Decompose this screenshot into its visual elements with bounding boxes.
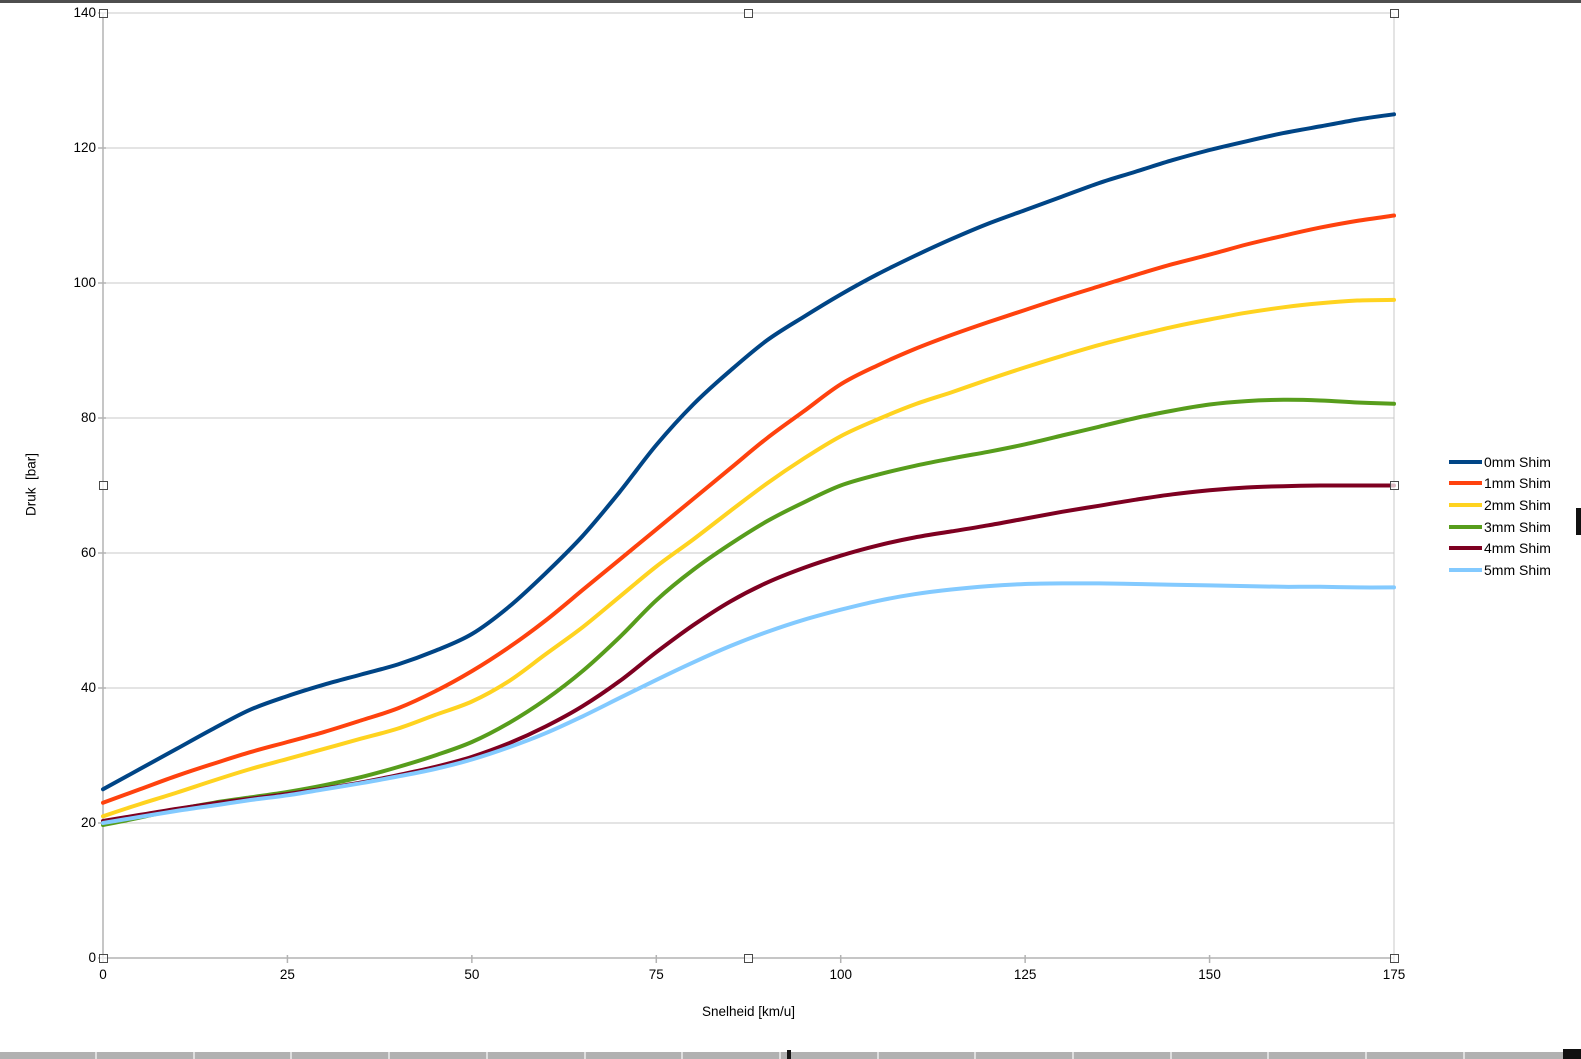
selection-handle-mid-right[interactable] [1389,481,1399,490]
column-separator [877,1052,879,1059]
y-tick-label: 60 [80,545,96,560]
column-separator [1365,1052,1367,1059]
selection-handle-bottom-right[interactable] [1389,953,1399,963]
legend-item-4mm-shim[interactable]: 4mm Shim [1449,537,1551,559]
series-line-1mm-shim[interactable] [101,213,1396,805]
series-line-3mm-shim[interactable] [101,397,1396,827]
legend-item-label: 1mm Shim [1484,475,1551,492]
legend-item-label: 5mm Shim [1484,561,1551,578]
selection-handle-mid-left[interactable] [98,481,108,490]
legend-swatch [1449,524,1482,529]
scrollbar-fragment[interactable] [1576,508,1581,535]
column-separator [779,1052,781,1059]
x-tick-label: 75 [648,967,664,982]
legend-swatch [1449,481,1482,486]
column-separator [681,1052,683,1059]
y-tick-label: 100 [73,275,96,290]
x-tick-label: 25 [279,967,295,982]
legend-item-label: 2mm Shim [1484,496,1551,513]
legend-item-label: 3mm Shim [1484,518,1551,535]
x-tick-label: 150 [1198,967,1221,982]
y-tick-label: 20 [80,815,96,830]
y-tick-label: 0 [88,950,96,965]
column-separator [584,1052,586,1059]
window-top-edge [0,0,1581,3]
legend-swatch [1449,459,1482,464]
selection-handle-top-left[interactable] [98,8,108,18]
legend-item-1mm-shim[interactable]: 1mm Shim [1449,473,1551,495]
legend-item-label: 0mm Shim [1484,453,1551,470]
column-separator [1170,1052,1172,1059]
legend-item-label: 4mm Shim [1484,540,1551,557]
legend-item-0mm-shim[interactable]: 0mm Shim [1449,451,1551,473]
legend-item-5mm-shim[interactable]: 5mm Shim [1449,559,1551,581]
y-tick-label: 40 [80,680,96,695]
y-tick-label: 80 [80,410,96,425]
legend[interactable]: 0mm Shim 1mm Shim 2mm Shim 3mm Shim 4mm Shim… [1449,451,1551,581]
column-separator [974,1052,976,1059]
column-separator [193,1052,195,1059]
legend-item-2mm-shim[interactable]: 2mm Shim [1449,494,1551,516]
sheet-edge-strip [0,1050,1581,1059]
series-line-4mm-shim[interactable] [101,483,1396,823]
x-tick-label: 175 [1382,967,1406,982]
series-line-5mm-shim[interactable] [101,581,1396,825]
selection-handle-bottom-center[interactable] [744,953,753,963]
x-tick-label: 125 [1013,967,1037,982]
column-separator [1072,1052,1074,1059]
selection-handle-bottom-left[interactable] [98,953,108,963]
column-separator [388,1052,390,1059]
series-line-2mm-shim[interactable] [101,297,1396,819]
legend-swatch [1449,502,1482,507]
sheet-corner-marker [1563,1049,1581,1059]
column-separator-dark [787,1050,791,1059]
column-separator [486,1052,488,1059]
y-tick-label: 140 [73,5,96,20]
x-tick-label: 0 [99,967,107,982]
x-axis-title[interactable]: Snelheid [km/u] [701,1004,796,1019]
legend-swatch [1449,546,1482,551]
selection-handle-top-center[interactable] [744,8,753,18]
legend-item-3mm-shim[interactable]: 3mm Shim [1449,516,1551,538]
column-separator [1463,1052,1465,1059]
column-separator [1267,1052,1269,1059]
y-axis-title[interactable]: Druk [bar] [23,452,39,516]
x-tick-label: 100 [829,967,852,982]
column-separator [290,1052,292,1059]
x-tick-label: 50 [464,967,480,982]
selection-handle-top-right[interactable] [1389,8,1399,18]
legend-swatch [1449,567,1482,572]
y-tick-label: 120 [73,140,96,155]
series-line-0mm-shim[interactable] [101,112,1396,792]
column-separator [95,1052,97,1059]
